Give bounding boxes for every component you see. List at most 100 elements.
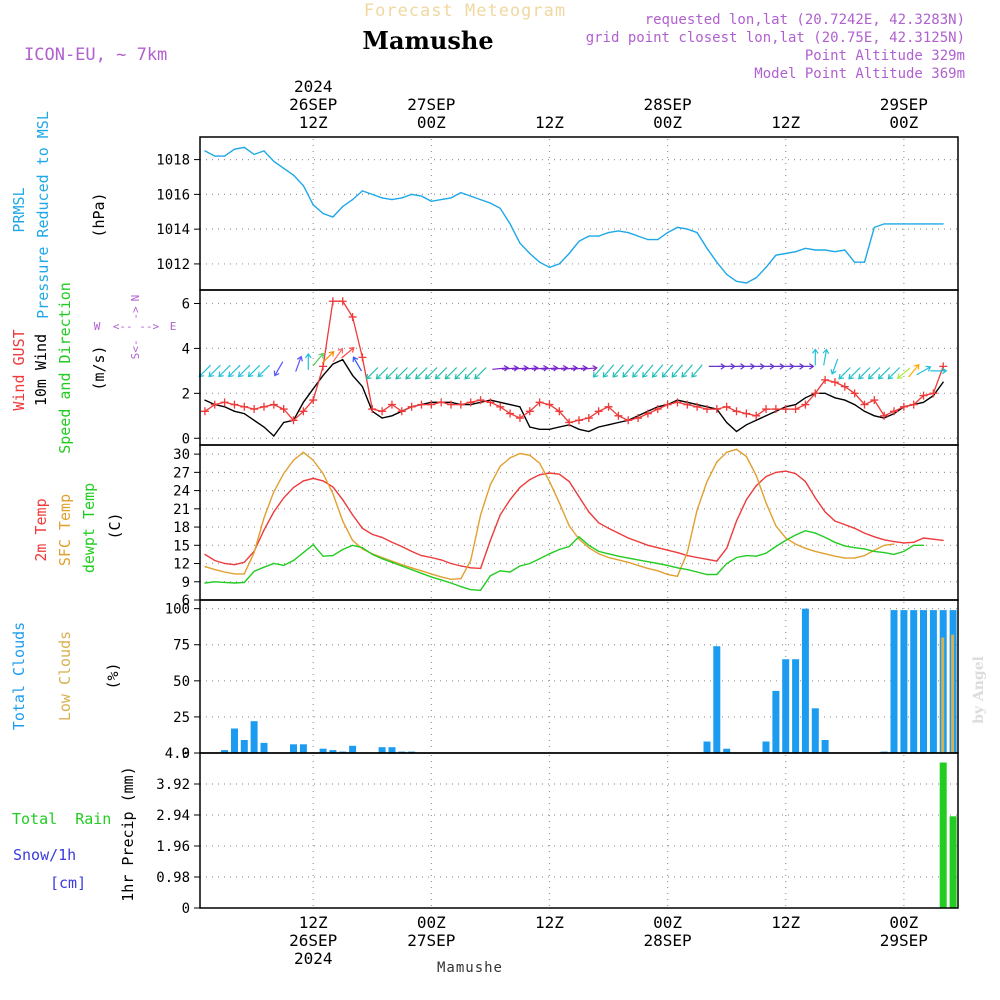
pressure-series-point [499,207,501,209]
temp-dewpt-series-point [352,544,354,546]
temp-dewpt-series-point [686,569,688,571]
wind-gust-marker [702,405,711,414]
temp-2m-series-point [312,477,314,479]
wind-gust-marker [269,400,278,409]
wind-gust-marker [693,402,702,411]
total-clouds-bar [703,741,711,753]
pressure-series-point [430,200,432,202]
wind-gust-marker [506,409,515,418]
pressure-series-point [745,282,748,284]
wind-gust-marker [860,400,869,409]
point-altitude: Point Altitude 329m [805,48,965,64]
temp-dewpt-series-point [440,579,442,581]
temp-ytick-label: 30 [173,447,190,463]
snow-unit-label: [cm] [50,874,86,892]
wind-gust-marker [722,402,731,411]
temp-ytick-label: 15 [173,538,190,554]
watermark: by Angel [971,656,987,724]
temp-sfc-series-point [804,547,807,549]
pressure-series-point [361,190,363,192]
temp-dewpt-series-point [657,562,659,565]
wind-10m-series-point [224,406,226,408]
wind-direction-arrow [415,367,428,380]
wind-10m-series-point [745,424,748,426]
wind-10m-series-point [755,419,757,421]
pressure-series-point [352,199,354,201]
temp-2m-series-point [499,514,501,516]
pressure-series-point [795,251,797,253]
pressure-series-point [706,247,708,249]
wind-direction-arrow [312,352,324,367]
temp-2m-series-point [430,556,432,559]
temp-2m-series-point [785,470,787,472]
temp-sfc-series-point [745,455,748,458]
wind-panel-labels: Wind GUST 10m Wind Speed and Direction (… [10,282,108,454]
temp-2m-series-point [667,549,669,551]
temp-2m-series-point [686,555,688,557]
temp-dewpt-series-point [922,544,925,546]
wind-direction-arrow [273,361,284,377]
temp-ytick-label: 21 [173,502,190,518]
low-clouds-label: Low Clouds [56,631,74,721]
temp-sfc-series-point [204,566,206,568]
temp-2m-series-point [243,561,245,563]
wind-gust-marker [732,407,741,416]
clouds-ytick-label: 0 [182,746,190,762]
wind-direction-arrow [622,364,634,378]
wind-direction-arrow [434,367,448,380]
time-label-bottom: 12Z [771,913,800,932]
wind-direction-arrow [352,356,363,372]
temp-2m-series-point [706,558,708,560]
temp-2m-series-point [224,562,226,565]
wind-gust-marker [752,411,761,420]
data-layer [198,146,957,908]
temp-2m-series-point [578,496,580,498]
temp-dewpt-series-point [224,581,226,584]
temp-dewpt-series-point [381,558,383,560]
wind-gust-marker [821,375,830,384]
wind-gust-marker [220,398,229,407]
wind-direction-arrow [332,347,343,363]
compass-e: E [170,320,177,333]
temp-sfc-series [204,448,895,581]
wind-direction-arrow [887,367,901,380]
time-label-bottom: 29SEP [880,931,928,950]
pressure-series-point [824,249,826,251]
temp-2m-series-point [627,537,629,539]
temp-2m-series-point [893,541,895,543]
temp-dewpt-series-point [844,545,846,547]
temp-sfc-series-point [873,549,875,551]
temp-2m-series-point [519,486,521,489]
wind-gust-marker [535,398,544,407]
temp-dewpt-series-point [716,573,718,576]
wind-direction-arrow [691,364,703,378]
total-clouds-bar [920,610,927,753]
temp-2m-series-point [922,537,925,539]
wind-direction-arrow [218,364,231,378]
total-clouds-bar [221,750,229,753]
pressure-series-point [529,252,531,255]
temp-dewpt-series-point [814,532,816,534]
wind-direction-arrow [642,364,654,378]
wind-10m-series [204,358,944,438]
pressure-series-point [647,239,649,241]
pressure-series-point [263,150,265,152]
wind-10m-series-point [844,399,846,401]
wind-gust-marker [801,400,810,409]
temp-sfc-series-point [381,556,383,559]
temp-2m-series-point [233,564,236,566]
temp-dewpt-series-point [332,555,334,557]
wind-gust-marker [515,414,524,423]
wind-gust-marker [870,396,879,405]
pressure-series-point [657,239,659,241]
temp-dewpt-series-point [676,567,679,569]
pressure-series-point [548,266,551,268]
wind-gust-marker [289,416,298,425]
wind-10m-series-point [322,374,324,376]
temp-sfc-series-point [401,564,403,566]
footer-station: Mamushe [437,960,503,976]
wind-direction-arrow [858,367,871,380]
temp-2m-series-point [292,486,295,489]
wind-direction-arrow [237,364,251,378]
precip-ytick-label: 1.96 [156,839,190,855]
